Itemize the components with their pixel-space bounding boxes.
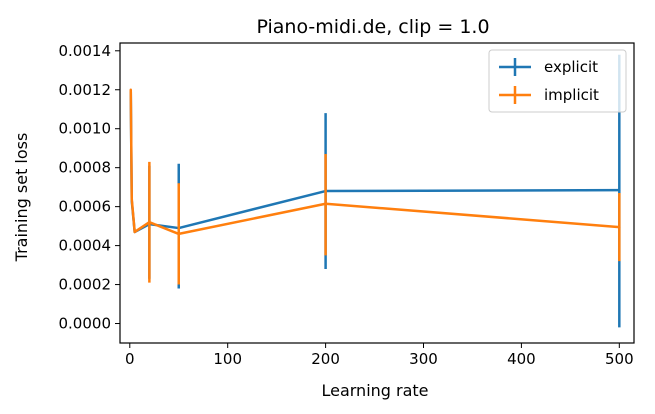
x-axis-title: Learning rate <box>321 381 428 400</box>
y-tick-label: 0.0002 <box>59 276 112 294</box>
plot-area <box>129 54 621 328</box>
legend-label-explicit: explicit <box>544 58 598 76</box>
x-tick-label: 100 <box>213 350 242 368</box>
y-tick-label: 0.0012 <box>59 81 112 99</box>
series-line-explicit <box>129 91 620 234</box>
data-point-implicit <box>324 202 327 205</box>
x-tick-label: 0 <box>125 350 135 368</box>
y-axis-title: Training set loss <box>12 133 31 263</box>
data-point-implicit <box>133 230 136 234</box>
series-implicit <box>129 88 621 285</box>
data-point-implicit <box>148 221 151 224</box>
y-tick-label: 0.0000 <box>59 315 112 333</box>
y-tick-label: 0.0004 <box>59 237 112 255</box>
chart-title: Piano-midi.de, clip = 1.0 <box>256 16 489 38</box>
data-point-implicit <box>129 88 132 91</box>
y-tick-label: 0.0014 <box>59 42 112 60</box>
y-tick-label: 0.0010 <box>59 120 112 138</box>
legend: explicit implicit <box>488 49 627 113</box>
data-point-implicit <box>618 225 621 229</box>
axes-frame <box>119 42 635 344</box>
legend-label-implicit: implicit <box>544 86 599 104</box>
x-tick-label: 500 <box>605 350 634 368</box>
axes: 0 100 200 300 400 500 0.0000 0.0002 0.0004 0.0006… <box>59 42 635 368</box>
data-point-implicit <box>130 197 133 201</box>
y-tick-label: 0.0006 <box>59 198 112 216</box>
x-tick-label: 300 <box>409 350 438 368</box>
y-tick-label: 0.0008 <box>59 159 112 177</box>
data-point-implicit <box>177 232 180 236</box>
legend-box <box>488 49 627 113</box>
data-point-explicit <box>618 188 621 192</box>
x-tick-label: 200 <box>311 350 340 368</box>
x-tick-label: 400 <box>507 350 536 368</box>
